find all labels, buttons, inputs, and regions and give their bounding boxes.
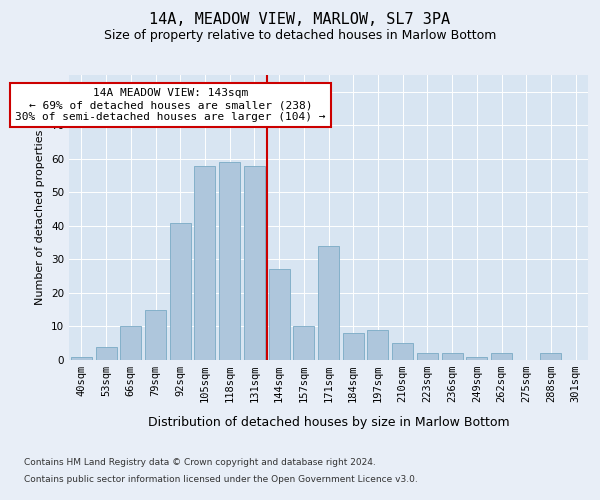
Bar <box>145 310 166 360</box>
Text: Contains public sector information licensed under the Open Government Licence v3: Contains public sector information licen… <box>24 474 418 484</box>
Text: Distribution of detached houses by size in Marlow Bottom: Distribution of detached houses by size … <box>148 416 509 429</box>
Bar <box>170 222 191 360</box>
Y-axis label: Number of detached properties: Number of detached properties <box>35 130 46 305</box>
Bar <box>442 354 463 360</box>
Bar <box>244 166 265 360</box>
Bar <box>293 326 314 360</box>
Bar <box>219 162 240 360</box>
Bar <box>120 326 141 360</box>
Bar <box>392 343 413 360</box>
Text: 14A MEADOW VIEW: 143sqm
← 69% of detached houses are smaller (238)
30% of semi-d: 14A MEADOW VIEW: 143sqm ← 69% of detache… <box>15 88 326 122</box>
Bar <box>343 333 364 360</box>
Bar <box>95 346 116 360</box>
Text: 14A, MEADOW VIEW, MARLOW, SL7 3PA: 14A, MEADOW VIEW, MARLOW, SL7 3PA <box>149 12 451 28</box>
Bar <box>417 354 438 360</box>
Text: Size of property relative to detached houses in Marlow Bottom: Size of property relative to detached ho… <box>104 29 496 42</box>
Bar <box>194 166 215 360</box>
Bar <box>541 354 562 360</box>
Bar <box>491 354 512 360</box>
Bar <box>71 356 92 360</box>
Bar <box>318 246 339 360</box>
Bar <box>466 356 487 360</box>
Bar <box>367 330 388 360</box>
Text: Contains HM Land Registry data © Crown copyright and database right 2024.: Contains HM Land Registry data © Crown c… <box>24 458 376 467</box>
Bar <box>269 270 290 360</box>
